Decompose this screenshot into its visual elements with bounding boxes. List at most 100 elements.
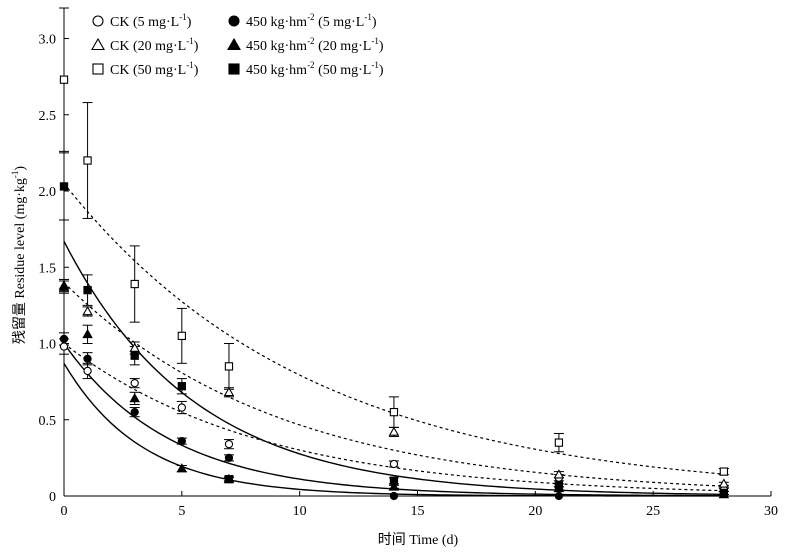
data-point-series-0 (389, 459, 399, 469)
legend-label-part: ) (194, 39, 199, 54)
y-axis-title-tail: ) (13, 166, 28, 171)
data-point-series-3 (83, 354, 92, 363)
legend-label-part: -2 (307, 60, 315, 70)
legend-label-part: (20 mg·L (315, 39, 372, 54)
data-point-series-1 (129, 342, 140, 352)
x-tick-label: 10 (293, 504, 307, 519)
data-point-series-3 (389, 491, 399, 501)
y-tick-label: 0.5 (39, 414, 57, 429)
legend-marker-series-1 (91, 37, 105, 51)
legend-label-series-5: 450 kg·hm-2 (50 mg·L-1) (246, 60, 384, 78)
legend-label-part: CK (50 mg·L (110, 63, 186, 78)
data-point-series-2 (389, 407, 399, 417)
data-point-series-1 (553, 469, 565, 479)
legend-marker-series-5 (228, 63, 240, 75)
legend-label-part: -1 (364, 12, 372, 22)
data-point-series-3 (554, 491, 564, 501)
data-point-series-1 (82, 306, 93, 316)
data-point-series-0 (83, 366, 92, 376)
data-point-series-5 (224, 475, 234, 484)
data-point-series-2 (719, 467, 729, 476)
x-tick-label: 15 (411, 504, 425, 519)
x-axis-title: 时间 Time (d) (378, 532, 459, 548)
x-tick-label: 5 (178, 504, 185, 519)
legend-label-series-0: CK (5 mg·L-1) (110, 12, 192, 30)
fitted-curves (63, 183, 724, 497)
x-tick-label: 30 (764, 504, 778, 519)
data-point-series-4 (176, 463, 188, 473)
data-point-series-3 (59, 334, 69, 344)
data-point-series-5 (719, 488, 729, 498)
legend-label-part: -1 (186, 60, 194, 70)
plot-area: 0 5 10 15 20 25 30 0 0.5 1.0 1.5 2.0 2.5 3.0 (39, 7, 778, 519)
legend-label-part: (50 mg·L (315, 63, 372, 78)
legend-marker-series-0 (92, 15, 104, 27)
legend-label-part: CK (5 mg·L (110, 15, 179, 30)
legend-label-part: -1 (179, 12, 187, 22)
data-point-series-2 (554, 438, 564, 447)
legend-label-part: -1 (371, 60, 379, 70)
data-point-series-2 (177, 331, 186, 341)
data-point-series-3 (177, 436, 186, 446)
legend-label-series-3: 450 kg·hm-2 (5 mg·L-1) (246, 12, 377, 30)
legend-label-part: ) (379, 63, 384, 78)
y-tick-label: 1.0 (39, 338, 57, 353)
y-axis-title-main: 残留量 Residue level (mg·kg (12, 178, 28, 344)
x-tick-label: 25 (646, 504, 660, 519)
legend-label-series-4: 450 kg·hm-2 (20 mg·L-1) (246, 36, 384, 54)
y-axis-ticks: 0 0.5 1.0 1.5 2.0 2.5 3.0 (39, 33, 69, 505)
legend: CK (5 mg·L-1)CK (20 mg·L-1)CK (50 mg·L-1… (91, 12, 384, 78)
error-bars (59, 7, 729, 495)
x-tick-label: 0 (61, 504, 68, 519)
x-tick-label: 20 (528, 504, 542, 519)
fitted-curve-series-1 (63, 282, 724, 487)
data-point-series-2 (224, 362, 234, 371)
y-tick-label: 2.5 (39, 109, 57, 124)
y-tick-label: 2.0 (39, 185, 57, 200)
data-point-series-3 (130, 407, 139, 417)
data-point-series-2 (59, 75, 69, 84)
data-point-series-5 (177, 382, 186, 391)
legend-label-part: ) (372, 15, 377, 30)
data-point-series-0 (59, 342, 69, 351)
legend-label-part: ) (187, 15, 192, 30)
legend-label-series-1: CK (20 mg·L-1) (110, 36, 199, 54)
data-point-series-5 (554, 481, 564, 490)
data-point-series-4 (58, 281, 70, 291)
fitted-curve-series-5 (63, 241, 724, 496)
data-point-series-4 (82, 328, 93, 339)
data-point-series-5 (130, 351, 139, 360)
legend-label-part: -2 (307, 12, 315, 22)
y-axis-title: 残留量 Residue level (mg·kg-1) (10, 166, 28, 345)
y-axis-title-sup: -1 (10, 171, 20, 179)
data-point-series-2 (130, 279, 139, 289)
data-point-series-2 (83, 156, 92, 165)
data-point-series-0 (177, 403, 186, 412)
data-point-series-5 (59, 182, 69, 191)
data-point-series-1 (223, 386, 235, 397)
y-tick-label: 0 (49, 490, 56, 505)
legend-label-part: CK (20 mg·L (110, 39, 186, 54)
data-point-series-0 (224, 439, 234, 449)
data-point-series-4 (129, 392, 140, 403)
data-point-series-5 (83, 285, 92, 295)
legend-label-part: ) (379, 39, 384, 54)
legend-marker-series-4 (227, 37, 241, 51)
legend-label-series-2: CK (50 mg·L-1) (110, 60, 199, 78)
legend-label-part: 450 kg·hm (246, 63, 307, 78)
data-point-series-1 (718, 478, 730, 488)
data-point-series-1 (388, 426, 400, 436)
x-axis-ticks: 0 5 10 15 20 25 30 (61, 491, 778, 519)
y-tick-label: 1.5 (39, 261, 57, 276)
legend-label-part: ) (194, 63, 199, 78)
legend-marker-series-3 (228, 15, 240, 27)
data-point-series-3 (224, 453, 234, 463)
legend-label-part: (5 mg·L (315, 15, 365, 30)
data-markers (58, 75, 730, 501)
legend-label-part: -1 (186, 36, 194, 46)
data-point-series-5 (389, 476, 399, 485)
data-point-series-4 (388, 481, 400, 491)
data-point-series-0 (130, 378, 139, 388)
legend-label-part: 450 kg·hm (246, 39, 307, 54)
